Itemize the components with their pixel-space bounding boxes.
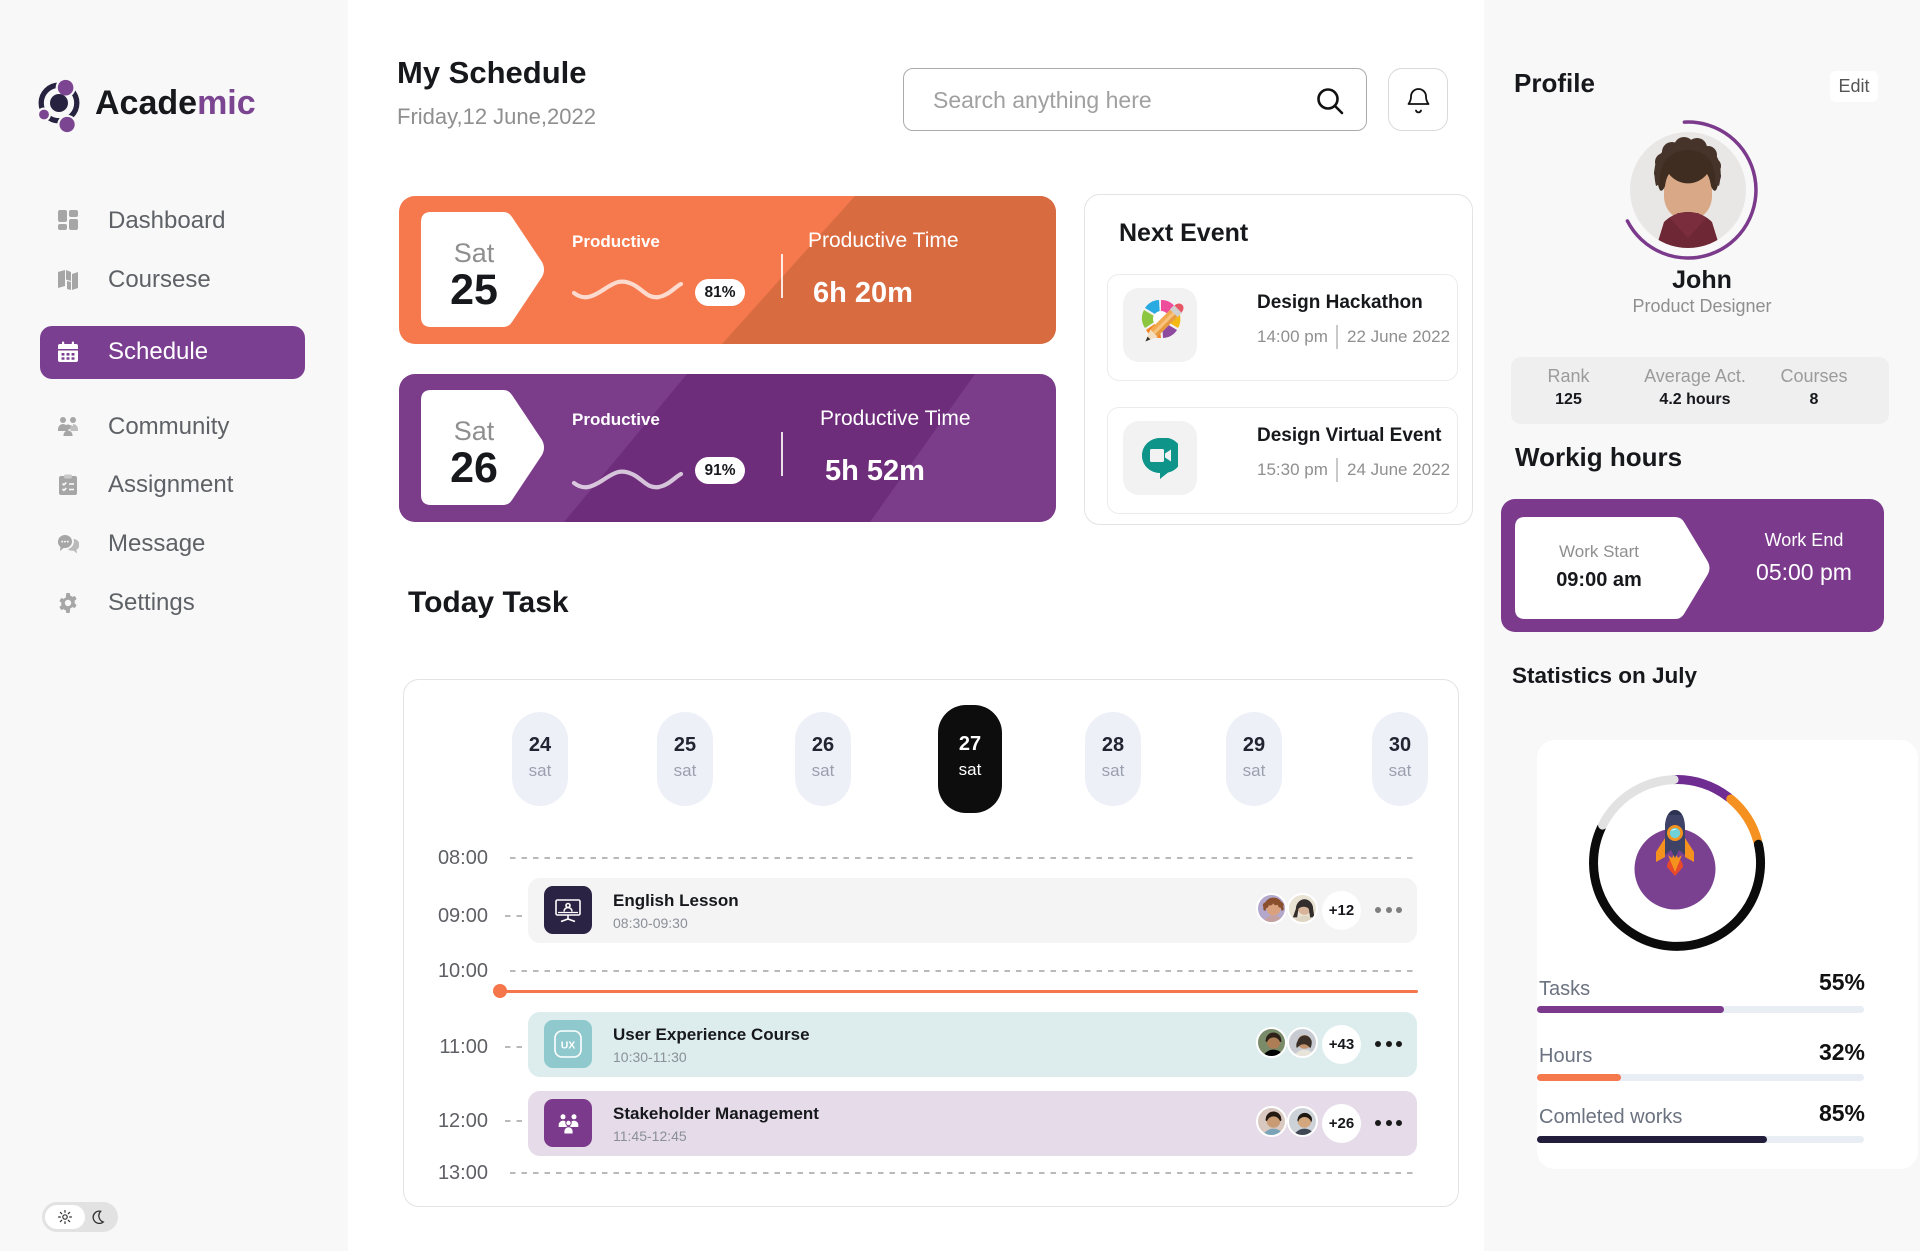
- svg-text:55%: 55%: [1819, 969, 1865, 995]
- svg-text:UX: UX: [561, 1040, 576, 1052]
- svg-text:32%: 32%: [1819, 1039, 1865, 1065]
- svg-text:85%: 85%: [1819, 1100, 1865, 1126]
- svg-text:Tasks: Tasks: [1539, 978, 1590, 1000]
- svg-text:Comleted works: Comleted works: [1539, 1106, 1682, 1128]
- svg-text:Hours: Hours: [1539, 1045, 1592, 1067]
